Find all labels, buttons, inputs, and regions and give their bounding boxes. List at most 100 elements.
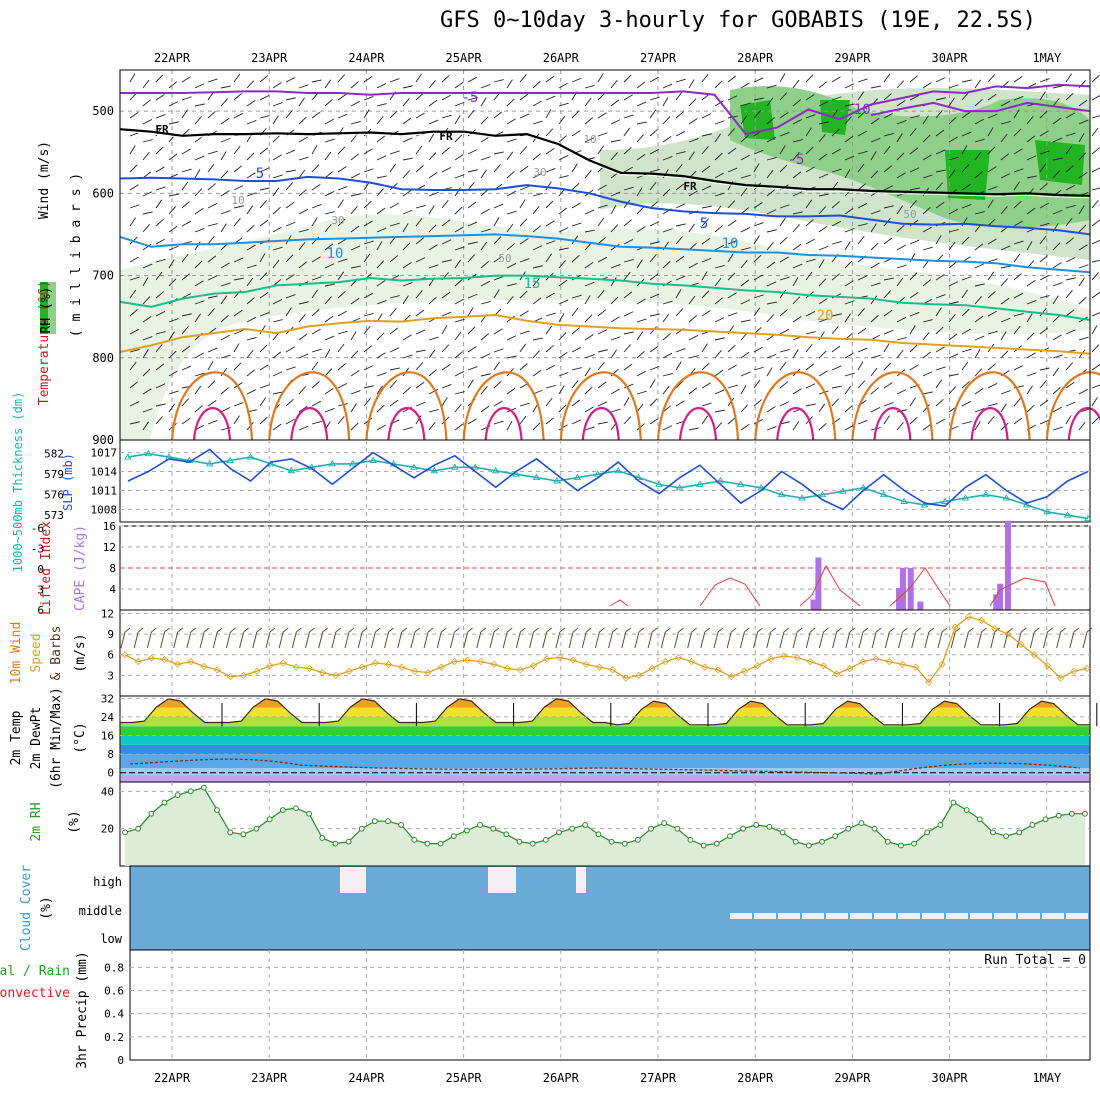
wind-barb [1091,364,1100,371]
wind-barb [935,418,945,425]
wind-barb [467,109,475,119]
wind-barb [480,280,491,287]
wind-barb [714,297,724,305]
wind-barb [207,361,214,371]
wind-barb [272,391,283,395]
wind-barb [597,256,608,263]
wind-barb [285,110,293,119]
wind-barb [857,163,865,173]
wind-barb [740,115,748,125]
wind-speed-point [305,664,314,673]
wind-barb [935,129,945,137]
wind-barb [194,116,202,125]
wind-barb [239,631,245,649]
wind-barb [610,79,618,89]
wind-barb [467,221,478,227]
wind-barb [753,631,759,649]
wind-barb [922,115,929,125]
wind-barb [337,258,348,263]
wind-barb [730,627,737,633]
contour-label: 50 [903,208,916,221]
wind-barb [662,188,671,197]
wind-barb [831,365,842,371]
wind-barb [350,206,358,215]
wind-barb [883,382,893,389]
wind-barb [259,253,266,263]
wind-barb [272,299,283,305]
rh-point [950,799,957,806]
wind-barb [1052,137,1063,143]
wind-barb [701,205,712,209]
wind-barb [324,296,332,305]
wind-barb [766,367,773,377]
wind-barb [597,217,605,227]
wind-barb [896,244,906,251]
cape-tick-label: 4 [109,583,116,596]
wind-barb [571,307,579,317]
wind-barb [610,408,621,413]
wind-barb [870,354,881,359]
chart-title: GFS 0~10day 3-hourly for GOBABIS (19E, 2… [440,8,1037,33]
wind-barb [896,224,905,233]
wind-barb [142,99,151,107]
rh-point [976,816,983,823]
wind-barb [375,627,381,633]
wind-barb [701,343,708,353]
rh-point [1016,829,1023,836]
wind-barb [311,328,321,335]
wind-barb [220,117,230,125]
wind-barb [402,209,413,215]
wind-barb [987,383,998,389]
wind-barb [1091,384,1100,389]
wind-barb [1013,128,1022,137]
wind-barb [1020,627,1027,633]
wind-barb [506,335,517,341]
isotherm-30-arc [484,407,523,441]
wind-barb [727,292,737,299]
cape-bar [917,601,924,610]
wind-barb [987,93,997,101]
rh-point [911,840,917,847]
wind-barb [558,371,569,377]
wind-barb [792,191,803,197]
cape-tick-label: 16 [103,520,116,533]
cloud-block [730,913,752,919]
wind-barb [350,403,357,413]
rh-point [279,807,286,813]
wind-barb [467,293,478,299]
wind-barb [441,291,451,299]
wind-barb [428,369,437,377]
wind-barb [168,206,177,215]
wind-barb [974,243,984,251]
thk-tick-label: 576 [44,489,64,502]
wind-barb [1047,627,1053,633]
slp-tick-label: 1011 [91,484,118,497]
wind-barb [610,296,619,305]
wind-barb [324,98,333,107]
wind-barb [414,627,421,633]
wind-barb [935,366,946,371]
wind-barb [454,423,464,431]
wind-barb [779,361,787,371]
wind-barb [935,149,946,155]
wind-barb [441,325,448,335]
wind-barb [805,331,816,335]
wind-barb [259,219,269,227]
wind-barb [480,627,487,633]
wind-barb [480,405,490,413]
wind-barb [922,226,932,233]
wind-barb [506,295,514,305]
wind-barb [506,243,515,251]
wind-barb [1065,165,1074,173]
wind-barb [155,186,166,191]
wind-barb [285,307,292,317]
isotherm-25-arc [268,371,351,441]
wind-barb [246,316,257,323]
wind-barb [1039,235,1047,245]
wind-barb [311,381,320,389]
isotherm-25-arc [559,371,642,441]
wind-barb [571,419,582,425]
wind-barb [129,328,140,335]
wind-barb [581,631,587,649]
isotherm-fr [119,128,1091,197]
